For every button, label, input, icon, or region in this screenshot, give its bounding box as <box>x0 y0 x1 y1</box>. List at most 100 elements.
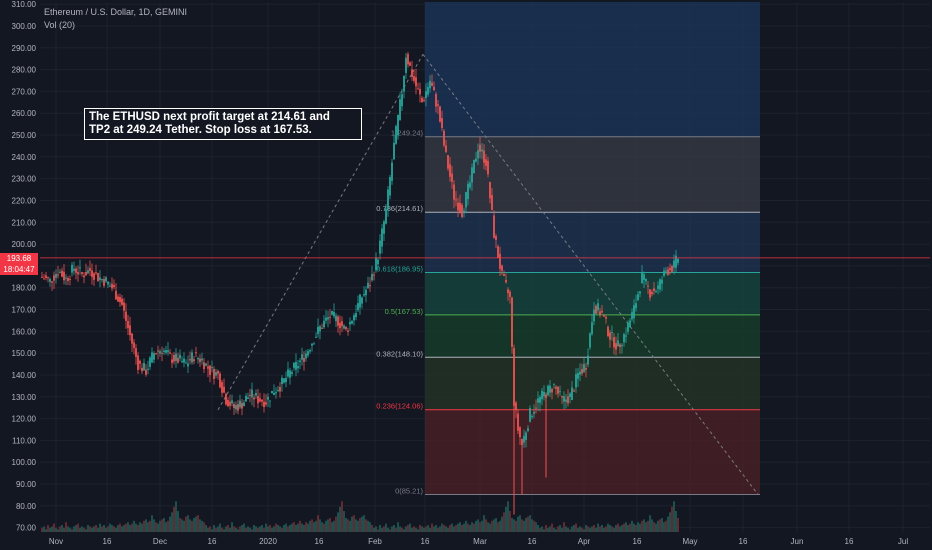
volume-bar <box>173 506 175 532</box>
volume-bar <box>531 519 533 532</box>
volume-bar <box>429 527 431 532</box>
candle-body <box>237 404 239 411</box>
candle-body <box>453 184 455 200</box>
volume-bar <box>455 525 457 532</box>
candle-body <box>255 393 257 396</box>
volume-bar <box>459 522 461 532</box>
candle-body <box>633 305 635 319</box>
volume-bar <box>557 526 559 532</box>
candle-body <box>429 80 431 89</box>
volume-bar <box>583 529 585 532</box>
candle-body <box>365 289 367 296</box>
volume-bar <box>225 526 227 532</box>
candle-body <box>479 144 481 152</box>
candle-body <box>653 288 655 292</box>
volume-bar <box>199 519 201 532</box>
candle-body <box>319 326 321 332</box>
candle-body <box>399 99 401 121</box>
candle-body <box>179 354 181 359</box>
countdown-tag: 18:04:47 <box>0 264 38 275</box>
volume-bar <box>141 523 143 532</box>
candle-body <box>621 345 623 347</box>
candle-body <box>177 357 179 363</box>
volume-bar <box>587 526 589 532</box>
y-tick-label: 70.00 <box>16 524 37 533</box>
volume-bar <box>339 506 341 532</box>
candle-body <box>623 334 625 343</box>
candle-body <box>101 279 103 281</box>
volume-bar <box>635 525 637 532</box>
volume-bar <box>433 526 435 532</box>
volume-bar <box>167 520 169 532</box>
x-tick-label: 2020 <box>259 537 277 546</box>
volume-bar <box>435 525 437 532</box>
volume-bar <box>89 526 91 532</box>
volume-bar <box>413 526 415 532</box>
x-tick-label: Jul <box>898 537 908 546</box>
fib-level-label: 1(249.24) <box>391 129 424 138</box>
candle-body <box>507 289 509 294</box>
candle-body <box>151 352 153 363</box>
volume-bar <box>513 519 515 532</box>
candle-body <box>407 54 409 65</box>
candle-body <box>515 402 517 410</box>
candle-body <box>525 432 527 440</box>
candle-body <box>677 258 679 263</box>
volume-bar <box>65 522 67 532</box>
x-tick-label: 16 <box>845 537 854 546</box>
volume-bar <box>615 525 617 532</box>
volume-bar <box>477 519 479 532</box>
candle-body <box>475 158 477 162</box>
candle-body <box>213 368 215 380</box>
volume-bar <box>525 518 527 532</box>
candle-body <box>591 322 593 335</box>
y-tick-label: 100.00 <box>12 458 37 467</box>
fib-band <box>425 357 760 410</box>
candle-body <box>155 353 157 355</box>
volume-bar <box>319 519 321 532</box>
candle-body <box>89 268 91 271</box>
volume-bar <box>399 526 401 532</box>
annotation-note[interactable]: The ETHUSD next profit target at 214.61 … <box>84 108 362 140</box>
volume-bar <box>211 529 213 532</box>
candle-body <box>405 57 407 73</box>
candle-body <box>315 336 317 338</box>
volume-bar <box>377 529 379 532</box>
candle-body <box>341 321 343 327</box>
volume-bar <box>511 518 513 532</box>
volume-bar <box>271 527 273 532</box>
candle-body <box>143 362 145 371</box>
volume-bar <box>419 525 421 532</box>
volume-bar <box>181 519 183 532</box>
candle-body <box>135 348 137 357</box>
candle-body <box>339 322 341 329</box>
volume-bar <box>341 501 343 532</box>
volume-bar <box>123 525 125 532</box>
volume-bar <box>105 527 107 532</box>
volume-bar <box>207 527 209 532</box>
y-tick-label: 220.00 <box>12 196 37 205</box>
volume-bar <box>411 527 413 532</box>
volume-bar <box>345 518 347 532</box>
volume-bar <box>273 526 275 532</box>
candle-body <box>669 268 671 270</box>
candle-body <box>209 365 211 375</box>
volume-bar <box>119 523 121 532</box>
volume-bar <box>45 529 47 532</box>
y-tick-label: 180.00 <box>12 284 37 293</box>
candle-body <box>395 126 397 144</box>
y-tick-label: 210.00 <box>12 218 37 227</box>
fib-band <box>425 136 760 213</box>
candle-body <box>543 391 545 397</box>
fib-band <box>425 314 760 358</box>
candle-body <box>61 270 63 277</box>
candle-body <box>331 310 333 315</box>
volume-bar <box>231 522 233 532</box>
candle-body <box>603 314 605 317</box>
candle-body <box>425 91 427 98</box>
chart-header: Ethereum / U.S. Dollar, 1D, GEMINI Vol (… <box>44 6 187 32</box>
candle-body <box>299 360 301 362</box>
volume-bar <box>215 527 217 532</box>
